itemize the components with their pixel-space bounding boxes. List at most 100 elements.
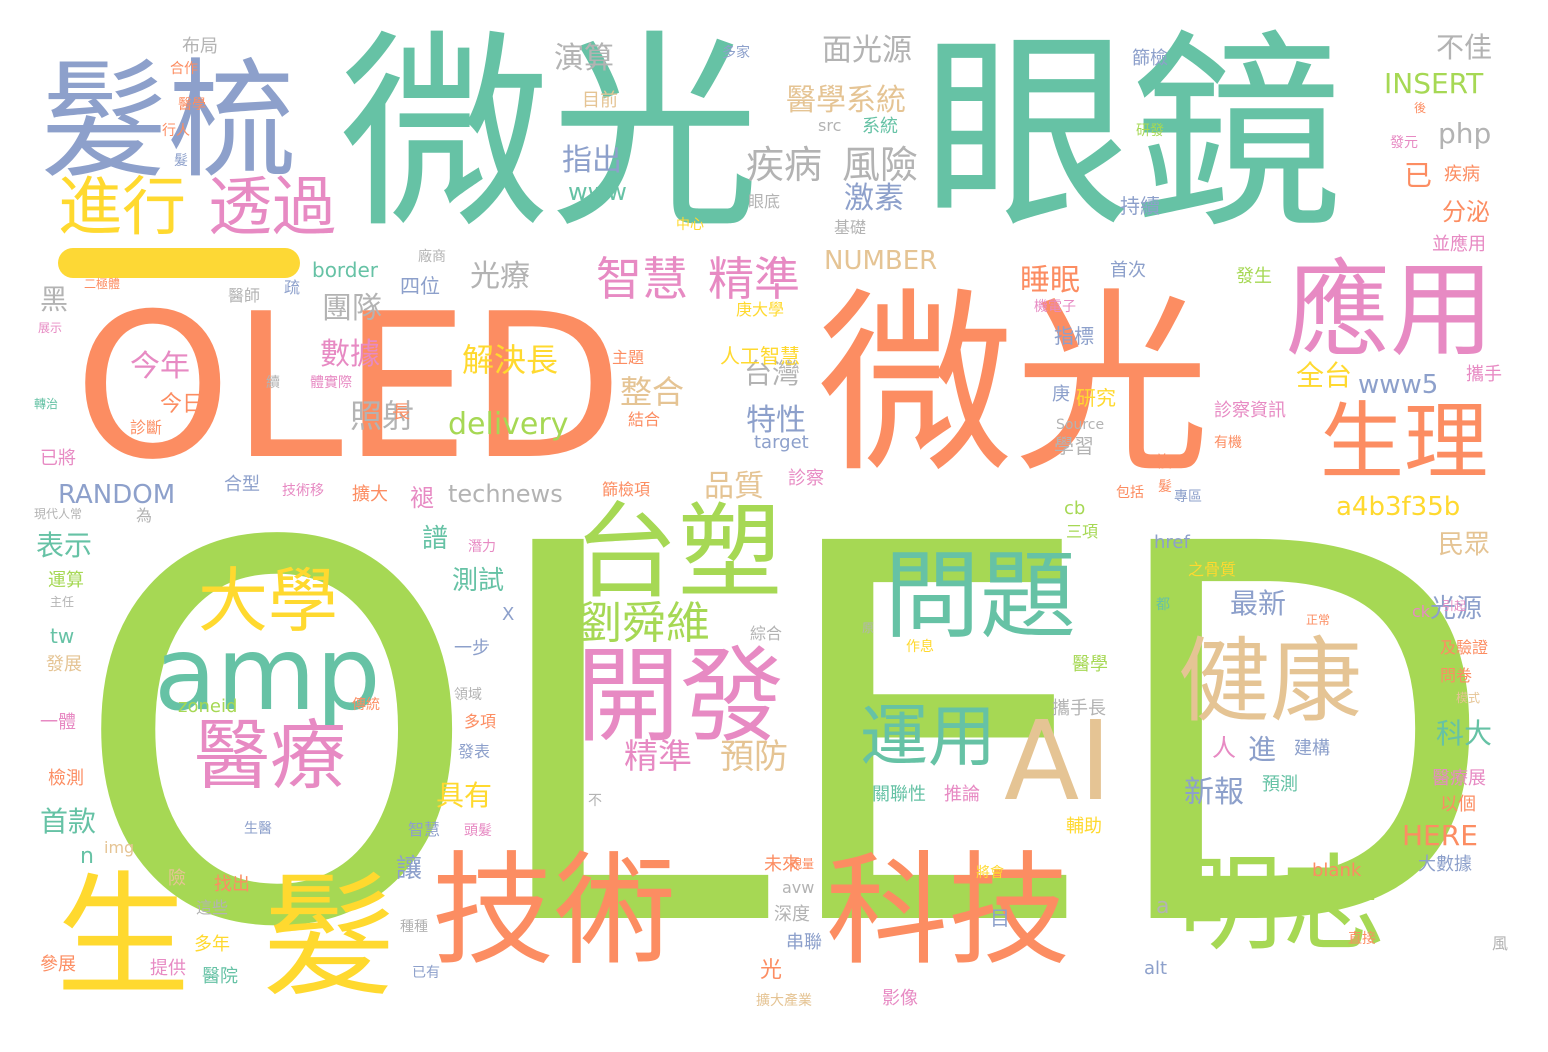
cloud-word: 發生 — [1236, 266, 1272, 287]
cloud-word: 診察資訊 — [1214, 400, 1286, 421]
cloud-word: 包括 — [1116, 485, 1144, 501]
cloud-word: 表示 — [36, 529, 93, 562]
cloud-word: 預測 — [1262, 774, 1298, 795]
cloud-word: 特性 — [746, 403, 806, 438]
cloud-word: blank — [1312, 860, 1362, 881]
cloud-word: 科大 — [1436, 717, 1493, 750]
cloud-word: 研發 — [1136, 123, 1164, 139]
cloud-word: 開發 — [576, 635, 785, 757]
cloud-word: 領域 — [454, 687, 482, 703]
cloud-word: 首次 — [1110, 260, 1146, 281]
cloud-word: 持續 — [1120, 194, 1160, 218]
cloud-word: amp — [154, 615, 381, 734]
cloud-word: 擴大 — [352, 484, 388, 505]
cloud-word: 整合 — [620, 373, 685, 411]
cloud-word: 已 — [1404, 159, 1433, 192]
cloud-word: 民眾 — [1438, 530, 1491, 560]
cloud-word: 發展 — [46, 654, 82, 675]
cloud-word: 合型 — [224, 474, 260, 495]
cloud-word: 結合 — [628, 410, 661, 429]
cloud-word: 光療 — [470, 259, 530, 294]
cloud-word: 都 — [1156, 597, 1170, 613]
cloud-word: 四位 — [400, 274, 440, 298]
cloud-word: 建構 — [1294, 738, 1330, 759]
cloud-word: 髮 — [262, 859, 397, 1015]
cloud-word: 複 — [1156, 452, 1173, 471]
cloud-word: 一步 — [454, 638, 490, 659]
cloud-word: 為 — [136, 506, 153, 525]
cloud-word: 微光 — [340, 12, 761, 257]
cloud-word: 規量 — [790, 857, 815, 871]
cloud-word: target — [754, 432, 809, 453]
cloud-word: 及驗證 — [1440, 638, 1489, 657]
cloud-word: a4b3f35b — [1336, 492, 1461, 522]
cloud-word: 庚大學 — [736, 300, 785, 319]
cloud-word: 生醫 — [244, 821, 272, 837]
cloud-word: 模式 — [1456, 691, 1481, 705]
cloud-word: 傳統 — [352, 697, 380, 713]
cloud-word: 以個 — [1440, 794, 1476, 815]
cloud-word: 發表 — [458, 742, 491, 761]
cloud-word: 檢測 — [48, 768, 84, 789]
cloud-word: 髮 — [1158, 479, 1172, 495]
cloud-word: AI — [1004, 697, 1112, 825]
cloud-word: 風險 — [842, 143, 919, 187]
cloud-word: ck — [1412, 602, 1431, 621]
cloud-word: 台塑 — [574, 491, 783, 613]
cloud-word: 測試 — [452, 566, 505, 596]
cloud-word: 之骨質 — [1188, 560, 1237, 579]
cloud-word: 運用 — [860, 698, 997, 777]
cloud-word: 面光源 — [822, 33, 912, 68]
cloud-word: www5 — [1358, 370, 1439, 400]
cloud-word: 深度 — [774, 904, 810, 925]
cloud-word: 布局 — [182, 36, 218, 57]
cloud-word: a — [1156, 894, 1170, 919]
cloud-word: alt — [1144, 958, 1168, 979]
cloud-word: 正常 — [1306, 613, 1331, 627]
cloud-word: cb — [1064, 498, 1086, 519]
cloud-word: 不佳 — [1436, 31, 1493, 64]
cloud-word: 主題 — [612, 348, 645, 367]
cloud-word: 風 — [1492, 934, 1509, 953]
cloud-word: 今日 — [160, 392, 205, 417]
cloud-word: 三項 — [1066, 522, 1099, 541]
cloud-word: 二極體 — [84, 277, 121, 291]
cloud-word: 關聯性 — [872, 784, 926, 805]
cloud-word: 智慧 — [596, 252, 688, 306]
cloud-word: 睡眠 — [1020, 263, 1080, 298]
cloud-word: 最新 — [1230, 587, 1287, 620]
cloud-word: 轉治 — [34, 397, 59, 411]
cloud-word: 指標 — [1054, 324, 1094, 348]
cloud-word: 疾病 — [746, 143, 823, 187]
cloud-word: 擴大產業 — [756, 993, 812, 1009]
cloud-word: 目 — [990, 906, 1010, 930]
cloud-word: 智慧 — [408, 820, 441, 839]
cloud-word: 多家 — [722, 45, 750, 61]
cloud-word: 人工智慧 — [720, 344, 800, 368]
cloud-word: 眼鏡 — [922, 12, 1343, 257]
cloud-word: src — [818, 116, 842, 135]
cloud-word: 進 — [1248, 733, 1277, 766]
cloud-word: 主任 — [50, 595, 75, 609]
cloud-word: 生理 — [1320, 393, 1489, 491]
cloud-word: 發元 — [1390, 135, 1418, 151]
cloud-word: 機電子 — [1034, 299, 1076, 315]
cloud-word: 明志 — [1178, 843, 1387, 965]
cloud-word: Source — [1056, 417, 1105, 433]
cloud-word: 綜合 — [750, 624, 783, 643]
cloud-word: 髮 — [174, 153, 188, 169]
cloud-word: OLED — [74, 271, 624, 504]
cloud-word: 作息 — [906, 639, 934, 655]
cloud-word: 透過 — [208, 171, 336, 245]
cloud-word: 專區 — [1174, 489, 1202, 505]
cloud-word: 提供 — [150, 958, 186, 979]
cloud-word: 健康 — [1178, 628, 1363, 735]
cloud-word: 眼底 — [748, 192, 781, 211]
underline-mark — [58, 248, 300, 278]
cloud-word: zoneid — [178, 696, 238, 717]
cloud-word: 品質 — [704, 469, 764, 504]
cloud-word: 讓 — [396, 854, 423, 884]
cloud-word: 並應用 — [1432, 234, 1486, 255]
cloud-word: 微光 — [818, 272, 1211, 500]
